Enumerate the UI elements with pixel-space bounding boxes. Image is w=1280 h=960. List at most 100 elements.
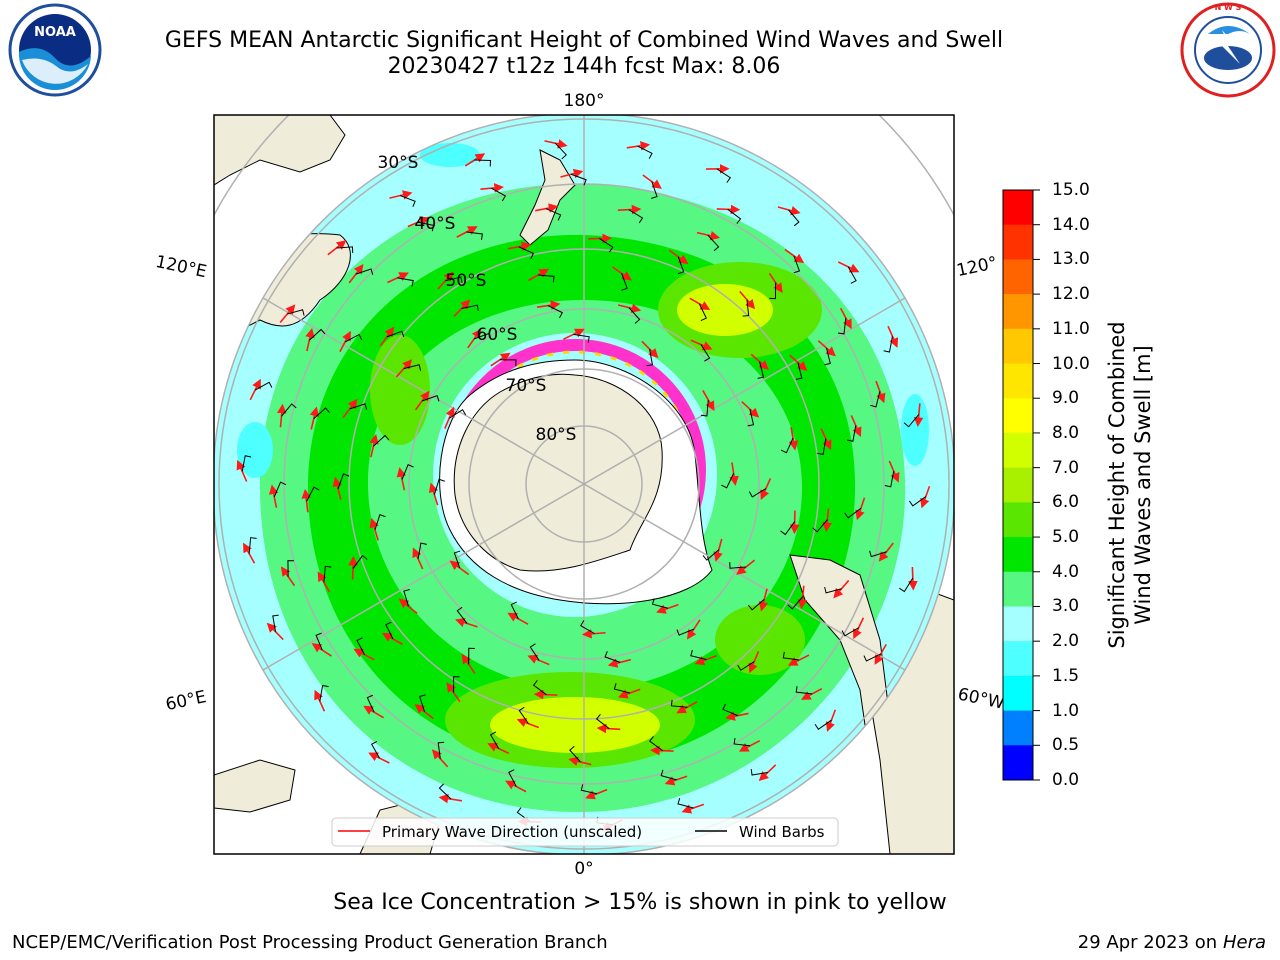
wind-barb <box>397 277 414 287</box>
wind-barb <box>287 560 294 577</box>
colorbar-segment <box>1003 432 1033 469</box>
wind-barb <box>782 651 800 661</box>
wind-barb <box>448 409 467 419</box>
wind-barb <box>899 577 914 593</box>
colorbar-tick-label: 15.0 <box>1052 180 1090 200</box>
credit-text: NCEP/EMC/Verification Post Processing Pr… <box>12 932 608 953</box>
wind-barb <box>884 471 895 488</box>
colorbar-segment <box>1003 398 1033 434</box>
wind-barb <box>580 784 597 795</box>
wind-barb <box>554 142 567 160</box>
wave-direction-arrow <box>725 711 749 721</box>
wind-barb <box>372 434 390 447</box>
wind-barb <box>456 606 468 624</box>
wind-barb <box>445 276 463 284</box>
lon-label-60w: 60°W <box>956 684 1006 713</box>
wind-barb <box>677 256 685 275</box>
colorbar <box>1002 189 1040 781</box>
wind-barb <box>419 694 426 712</box>
wind-barb <box>780 521 796 536</box>
wind-barb <box>814 719 832 730</box>
wind-barb <box>844 507 862 519</box>
wind-barb <box>437 741 445 759</box>
wind-barb <box>349 403 368 410</box>
wind-barb <box>433 478 445 495</box>
wind-barb <box>649 736 663 752</box>
wind-barb <box>637 145 653 159</box>
colorbar-segment <box>1003 710 1033 746</box>
wave-direction-arrow <box>414 390 430 411</box>
wave-direction-arrow <box>801 687 823 700</box>
wind-barb <box>385 621 394 640</box>
wind-barb <box>909 496 927 507</box>
colorbar-tick-label: 10.0 <box>1052 353 1090 374</box>
colorbar-tick-label: 7.0 <box>1052 457 1080 478</box>
wave-peak-north <box>677 284 773 336</box>
sea-ice-note: Sea Ice Concentration > 15% is shown in … <box>333 890 947 915</box>
noaa-logo: NOAA <box>8 3 102 97</box>
wind-barb <box>573 333 590 343</box>
wind-barb <box>870 391 881 408</box>
wave-direction-arrow <box>888 460 900 483</box>
wind-barb <box>417 221 435 232</box>
wave-direction-arrow <box>456 226 478 238</box>
colorbar-segment <box>1003 641 1033 677</box>
wind-barb <box>356 637 365 655</box>
wind-barb <box>453 676 460 693</box>
colorbar-tick-label: 3.0 <box>1052 596 1080 617</box>
colorbar-segment <box>1003 467 1033 503</box>
colorbar-tick-label: 5.0 <box>1052 527 1080 548</box>
lat-label-50s: 50°S <box>446 271 487 291</box>
wind-barb <box>254 381 273 391</box>
wind-barb <box>417 542 427 559</box>
colorbar-tick-label: 1.5 <box>1052 665 1080 686</box>
wind-barb <box>248 537 257 554</box>
wave-direction-arrow <box>825 709 837 732</box>
wind-barb <box>795 686 813 695</box>
wave-direction-arrow <box>280 566 296 587</box>
wave-peak-south <box>490 697 660 753</box>
wind-barb <box>787 596 804 610</box>
wave-direction-arrow <box>311 643 332 657</box>
colorbar-label-line2: Wind Waves and Swell [m] <box>1131 345 1155 625</box>
wind-barb <box>604 651 621 663</box>
wind-barb <box>352 554 368 569</box>
map-legend: Primary Wave Direction (unscaled) Wind B… <box>331 817 839 847</box>
new-zealand <box>519 149 576 246</box>
wind-barb <box>824 347 831 366</box>
wind-barb <box>698 303 707 322</box>
wind-barb <box>795 362 803 380</box>
wind-barb <box>489 731 500 749</box>
wind-barb <box>737 661 755 671</box>
wind-barb <box>281 403 297 417</box>
wind-barb <box>727 208 742 224</box>
wind-barb <box>702 549 720 561</box>
wind-barb <box>670 699 688 708</box>
wind-barb <box>510 601 519 620</box>
wind-barb <box>677 797 694 809</box>
wave-direction-arrow <box>855 497 866 521</box>
wind-barb <box>508 769 517 787</box>
wind-barb <box>438 783 452 800</box>
wind-barb <box>646 349 654 367</box>
colorbar-segment <box>1003 190 1033 226</box>
wind-barb <box>847 266 857 284</box>
wind-barb <box>903 414 920 428</box>
wind-barb <box>599 238 614 253</box>
colorbar-tick-label: 6.0 <box>1052 492 1080 513</box>
wind-barb <box>421 394 440 402</box>
wave-direction-arrow <box>729 462 739 486</box>
wind-barb <box>651 181 658 199</box>
chart-title: GEFS MEAN Antarctic Significant Height o… <box>164 28 1004 53</box>
wind-barb <box>817 438 827 455</box>
colorbar-tick-label: 0.5 <box>1052 735 1080 756</box>
legend-barb-label: Wind Barbs <box>739 823 825 841</box>
lon-label-60e: 60°E <box>164 687 208 715</box>
wave-direction-arrow <box>437 271 454 290</box>
lat-label-60s: 60°S <box>477 325 518 345</box>
colorbar-segment <box>1003 328 1033 365</box>
wind-barb <box>313 407 330 420</box>
wind-barb <box>273 481 287 498</box>
wave-direction-arrow <box>913 403 924 427</box>
wind-barb <box>750 769 768 776</box>
